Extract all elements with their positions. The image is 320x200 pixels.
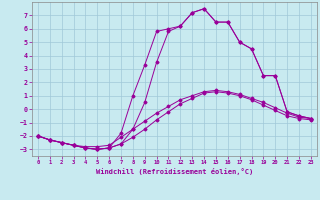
X-axis label: Windchill (Refroidissement éolien,°C): Windchill (Refroidissement éolien,°C) (96, 168, 253, 175)
